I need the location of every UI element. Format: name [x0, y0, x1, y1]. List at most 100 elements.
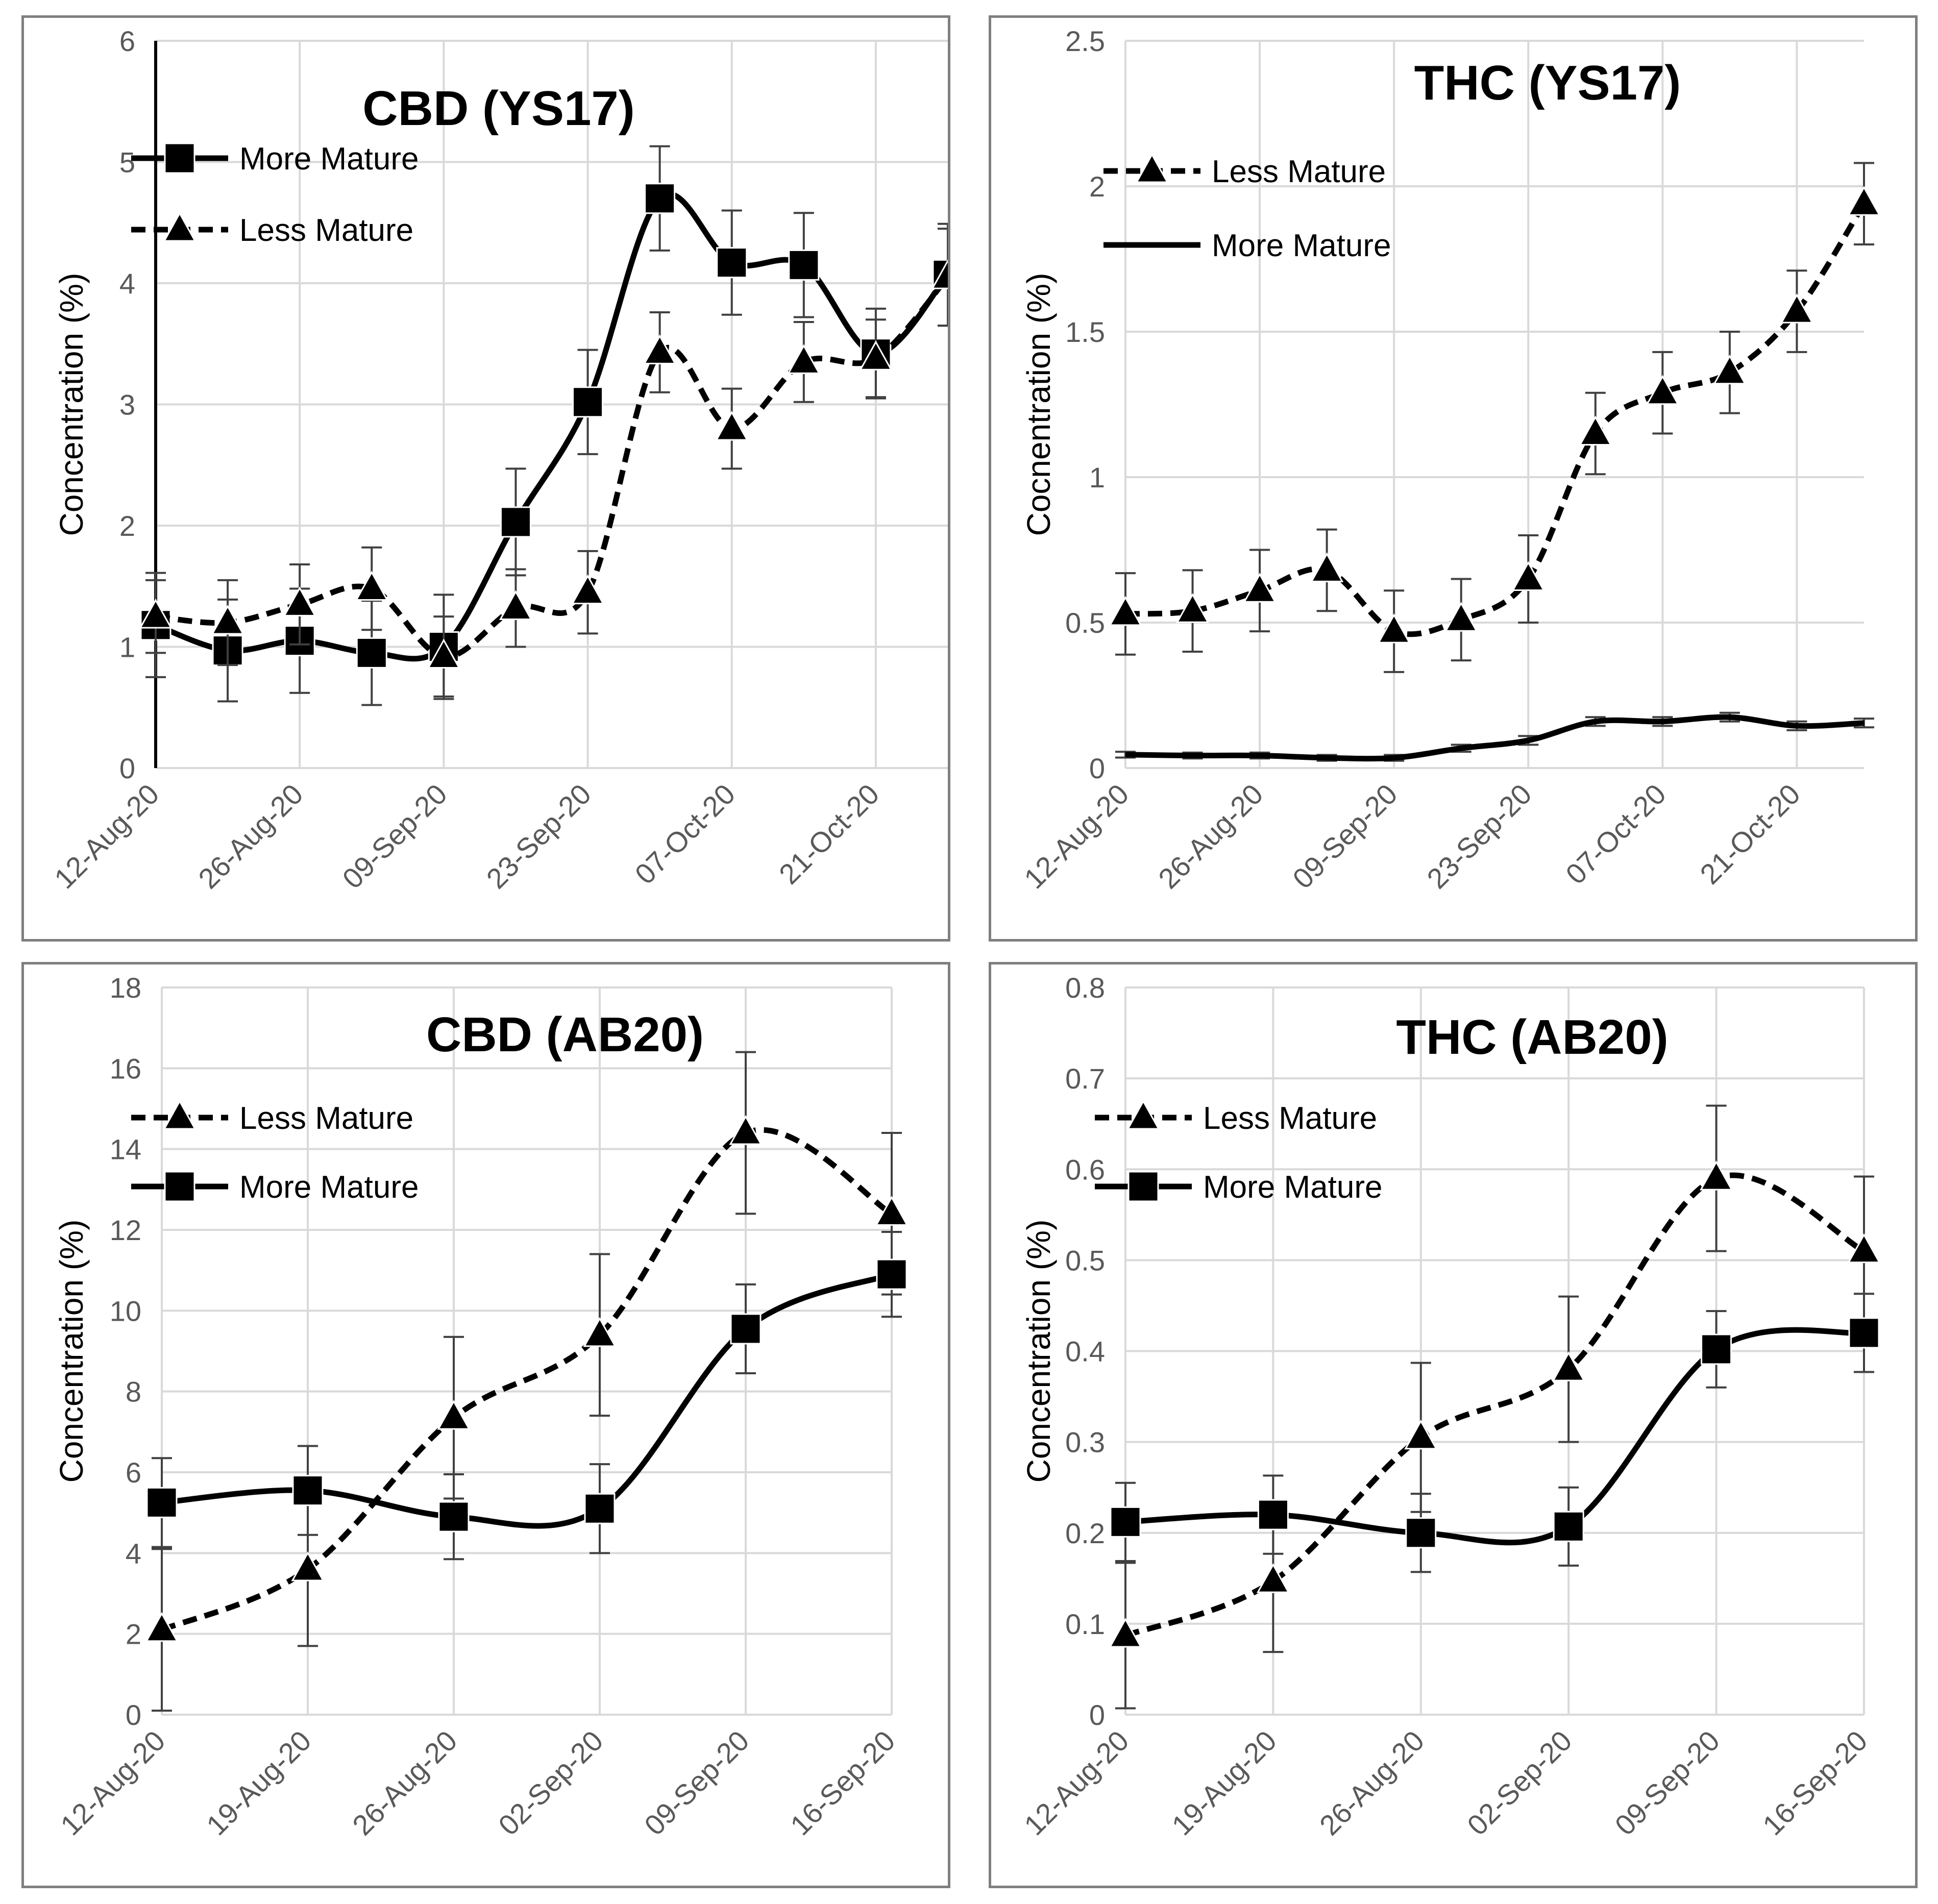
legend-item-more-mature: More Mature — [131, 141, 419, 177]
y-tick-label: 12 — [110, 1214, 141, 1246]
data-point — [1109, 596, 1142, 626]
series-line — [155, 191, 948, 662]
data-point — [1109, 1617, 1142, 1648]
chart-panel-thc-ab20: 0 0.1 0.2 0.3 0.4 0.5 0.6 0.7 0.8 12-Aug-20 19-Aug… — [989, 962, 1918, 1888]
legend-label: Less Mature — [239, 213, 413, 248]
y-tick-label: 4 — [126, 1537, 141, 1569]
legend-item-more-mature: More Mature — [1095, 1170, 1382, 1205]
series-more-mature — [146, 1230, 907, 1561]
x-tick-label: 21-Oct-20 — [773, 778, 886, 891]
y-tick-label: 6 — [126, 1456, 141, 1489]
legend-item-less-mature: Less Mature — [131, 211, 413, 248]
chart-title: THC (YS17) — [1414, 56, 1681, 110]
data-point — [1256, 1563, 1290, 1593]
x-tick-label: 26-Aug-20 — [1152, 778, 1269, 895]
legend-item-more-mature: More Mature — [1103, 228, 1391, 263]
data-point — [292, 1475, 324, 1506]
data-point — [499, 590, 533, 620]
legend-marker — [163, 211, 197, 242]
legend-item-more-mature: More Mature — [131, 1170, 419, 1205]
data-point — [1310, 552, 1344, 582]
y-tick-label: 14 — [110, 1133, 141, 1166]
data-point — [1646, 375, 1679, 405]
data-point — [1405, 1517, 1437, 1549]
data-point — [715, 410, 749, 441]
y-tick-label: 0.4 — [1065, 1336, 1105, 1368]
legend-item-less-mature: Less Mature — [1103, 153, 1386, 189]
y-tick-labels: 0 2 4 6 8 10 12 14 16 18 — [110, 972, 141, 1731]
x-tick-labels: 12-Aug-20 19-Aug-20 26-Aug-20 02-Sep-20 09-S… — [54, 1724, 901, 1841]
x-tick-label: 19-Aug-20 — [1165, 1724, 1282, 1841]
chart-thc-ys17: 00.511.522.512-Aug-20 26-Aug-20 09-Sep-20 2… — [1018, 25, 1881, 895]
data-point — [1110, 1506, 1141, 1538]
x-tick-label: 12-Aug-20 — [48, 778, 165, 895]
chart-panel-cbd-ys17: 0 1 2 3 4 5 6 12-Aug-20 26-Aug-20 09-Sep-20 23-Sep… — [21, 15, 950, 942]
series-less-mature — [145, 1051, 909, 1712]
y-axis-label: Cocnentration (%) — [1020, 273, 1057, 536]
y-tick-label: 0 — [1089, 1699, 1105, 1731]
data-point — [211, 604, 244, 635]
y-tick-label: 2 — [126, 1618, 141, 1650]
data-point — [787, 344, 821, 374]
y-tick-label: 0 — [126, 1699, 141, 1731]
chart-title: THC (AB20) — [1396, 1010, 1668, 1065]
x-tick-label: 07-Oct-20 — [629, 778, 742, 891]
series-more-mature — [1110, 1293, 1880, 1573]
y-tick-label: 4 — [119, 267, 135, 300]
y-tick-label: 3 — [119, 389, 135, 421]
gridlines — [161, 986, 893, 1716]
series-line — [1125, 202, 1867, 637]
x-tick-label: 09-Sep-20 — [336, 778, 453, 895]
legend-label: Less Mature — [1212, 154, 1386, 189]
data-point — [139, 599, 173, 629]
data-point — [1847, 186, 1881, 216]
y-tick-label: 16 — [110, 1052, 141, 1084]
data-point — [355, 571, 388, 601]
error-bar — [1854, 718, 1874, 729]
data-point — [1848, 1317, 1880, 1349]
data-point — [438, 1501, 470, 1532]
x-tick-label: 12-Aug-20 — [1018, 1724, 1135, 1841]
legend-label: More Mature — [1212, 228, 1391, 263]
data-point — [437, 1400, 471, 1430]
y-tick-label: 2.5 — [1065, 25, 1105, 57]
series-line — [1124, 1172, 1866, 1639]
x-tick-label: 02-Sep-20 — [1461, 1724, 1578, 1841]
data-point — [1713, 354, 1747, 385]
y-tick-labels: 0 1 2 3 4 5 6 — [119, 25, 135, 784]
legend-item-less-mature: Less Mature — [131, 1099, 413, 1136]
data-point — [584, 1493, 616, 1524]
gridlines — [1124, 40, 1864, 769]
data-point — [146, 1487, 178, 1518]
legend-marker — [1135, 153, 1169, 183]
y-tick-label: 10 — [110, 1295, 141, 1327]
y-tick-label: 0.5 — [1065, 1244, 1105, 1276]
legend-label: Less Mature — [1203, 1101, 1377, 1136]
data-point — [356, 637, 387, 669]
data-point — [859, 340, 893, 370]
series-line — [1125, 1327, 1865, 1546]
data-point — [1377, 613, 1411, 644]
y-tick-label: 0 — [119, 752, 135, 784]
x-tick-labels: 12-Aug-20 19-Aug-20 26-Aug-20 02-Sep-20 09-S… — [1018, 1724, 1873, 1841]
data-point — [571, 574, 605, 605]
chart-cbd-ys17: 0 1 2 3 4 5 6 12-Aug-20 26-Aug-20 09-Sep-20 23-Sep… — [48, 25, 948, 895]
data-point — [1780, 293, 1814, 324]
series-line — [1125, 714, 1865, 762]
data-point — [875, 1196, 909, 1226]
chart-thc-ab20: 0 0.1 0.2 0.3 0.4 0.5 0.6 0.7 0.8 12-Aug-20 19-Aug… — [1018, 972, 1881, 1841]
data-point — [1700, 1160, 1733, 1191]
series-less-mature — [1109, 162, 1881, 673]
legend-label: Less Mature — [239, 1101, 413, 1136]
y-tick-label: 0 — [1089, 752, 1105, 784]
series-line — [160, 1127, 893, 1633]
chart-panel-thc-ys17: 0 0.5 1 1.5 2 2.5 12-Aug-20 26-Aug-20 09-Sep-20 2… — [989, 15, 1918, 942]
x-tick-label: 09-Sep-20 — [1286, 778, 1403, 895]
x-tick-label: 02-Sep-20 — [492, 1724, 609, 1841]
error-bar — [938, 228, 948, 327]
x-tick-labels: 12-Aug-20 26-Aug-20 09-Sep-20 23-Sep-20 07-O… — [1018, 778, 1806, 895]
legend-marker — [1126, 1099, 1160, 1130]
series-less-mature — [139, 228, 948, 698]
legend-label: More Mature — [239, 141, 419, 177]
y-axis-label: Concentration (%) — [53, 273, 90, 536]
